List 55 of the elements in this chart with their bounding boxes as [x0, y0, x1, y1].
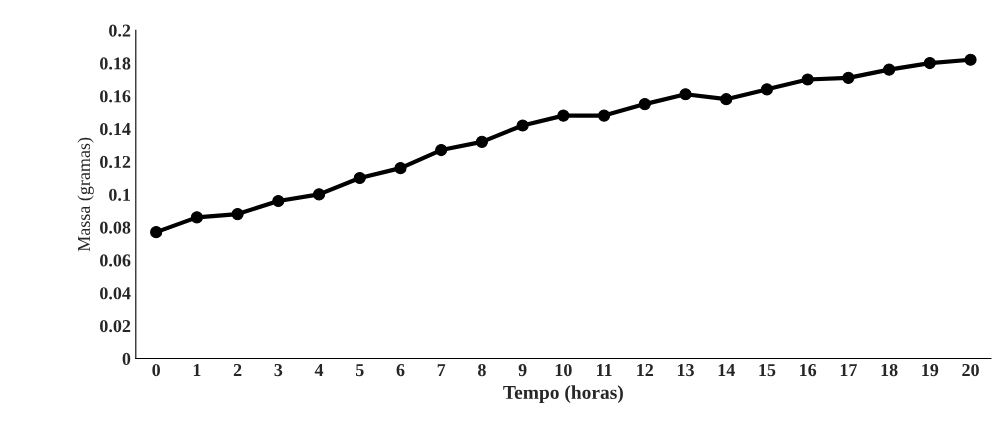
- x-tick-label: 15: [759, 364, 776, 377]
- x-tick-label: 14: [718, 364, 735, 376]
- x-tick-label: 0: [152, 363, 160, 377]
- x-tick-label: 4: [314, 364, 324, 376]
- y-tick-label: 0.2: [109, 24, 131, 37]
- y-axis-title: Massa (gramas): [77, 137, 94, 252]
- point: [760, 83, 774, 96]
- y-tick-label: 0.12: [100, 155, 131, 169]
- x-tick-label: 10: [555, 363, 572, 377]
- y-tick-label: 0.02: [100, 319, 131, 333]
- x-tick-label: 17: [840, 364, 857, 376]
- x-tick-label: 12: [637, 363, 654, 376]
- x-axis-title: Tempo (horas): [503, 385, 623, 403]
- x-tick-label: 6: [396, 363, 405, 377]
- point: [272, 194, 285, 208]
- point: [150, 226, 163, 239]
- point: [923, 57, 936, 70]
- point: [557, 109, 570, 122]
- y-tick-label: 0.08: [100, 221, 131, 234]
- point: [353, 171, 366, 185]
- point: [394, 162, 407, 175]
- x-tick-label: 5: [355, 364, 364, 377]
- y-tick-label: 0: [122, 352, 131, 365]
- point: [801, 73, 814, 86]
- x-tick-label: 1: [193, 364, 201, 376]
- point: [842, 71, 855, 84]
- point: [638, 98, 651, 111]
- x-tick-label: 16: [800, 363, 817, 377]
- x-tick-label: 3: [274, 363, 283, 377]
- x-tick-label: 18: [881, 363, 898, 377]
- point: [679, 88, 692, 101]
- x-tick-label: 7: [437, 364, 446, 376]
- point: [435, 144, 448, 157]
- x-tick-label: 2: [233, 363, 242, 376]
- y-tick-label: 0.04: [100, 287, 131, 300]
- x-tick-label: 13: [677, 363, 694, 377]
- point: [190, 211, 203, 224]
- x-tick-label: 11: [597, 364, 612, 376]
- point: [516, 119, 529, 132]
- y-tick-label: 0.06: [100, 254, 131, 267]
- y-tick-label: 0.14: [100, 122, 131, 136]
- point: [883, 63, 896, 76]
- point: [720, 93, 733, 106]
- point: [312, 188, 326, 201]
- point: [964, 53, 977, 66]
- y-tick-label: 0.18: [100, 57, 131, 70]
- point: [598, 109, 611, 122]
- y-tick-label: 0.1: [109, 188, 131, 201]
- x-tick-label: 9: [518, 363, 527, 377]
- x-tick-label: 8: [478, 363, 486, 377]
- x-tick-label: 20: [962, 363, 979, 377]
- y-tick-label: 0.16: [100, 90, 131, 103]
- point: [231, 208, 244, 221]
- point: [475, 135, 488, 148]
- x-tick-label: 19: [922, 363, 939, 377]
